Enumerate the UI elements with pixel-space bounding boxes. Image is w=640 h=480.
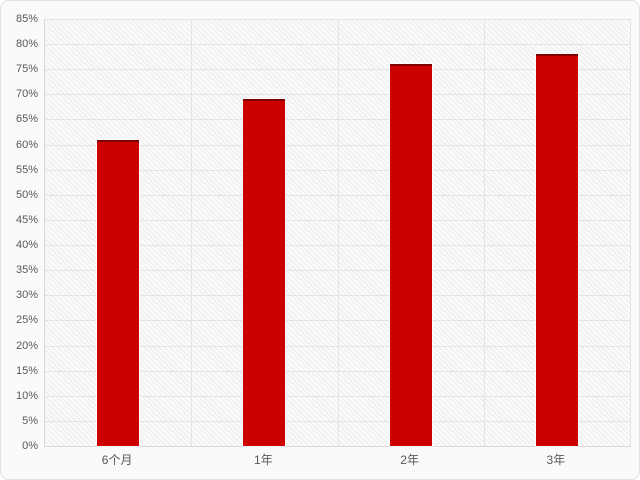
y-axis-tick-label: 60% [15, 138, 38, 151]
y-axis-tick-label: 70% [15, 88, 38, 101]
y-axis-tick-label: 25% [15, 314, 38, 327]
bar-3年 [535, 54, 578, 446]
y-axis-tick-label: 85% [15, 13, 38, 25]
y-axis-tick-label: 75% [15, 63, 38, 76]
plot-area [44, 19, 631, 447]
y-axis-tick-label: 40% [15, 239, 38, 252]
y-axis-tick-label: 55% [15, 163, 38, 176]
bar-2年 [389, 64, 432, 446]
y-axis-tick-label: 50% [15, 188, 38, 201]
y-axis-tick-label: 35% [15, 264, 38, 277]
x-axis-label: 3年 [546, 453, 566, 467]
y-axis-tick-label: 15% [15, 364, 38, 377]
y-axis-tick-label: 0% [22, 440, 38, 452]
y-axis-tick-label: 80% [15, 38, 38, 51]
x-axis-label: 2年 [400, 453, 419, 467]
x-axis-label: 6个月 [101, 453, 133, 467]
bar-6个月 [97, 139, 140, 446]
y-axis-tick-label: 30% [15, 289, 38, 302]
y-axis-tick-label: 10% [15, 389, 38, 402]
bar-1年 [243, 99, 286, 446]
x-axis-label: 1年 [254, 453, 273, 467]
vertical-gridline [191, 19, 193, 446]
vertical-gridline [337, 19, 339, 446]
y-axis-tick-label: 5% [22, 414, 38, 427]
y-axis-tick-label: 20% [15, 339, 38, 352]
y-axis-tick-label: 45% [15, 213, 38, 226]
vertical-gridline [483, 19, 485, 446]
y-axis-tick-label: 65% [15, 113, 38, 126]
